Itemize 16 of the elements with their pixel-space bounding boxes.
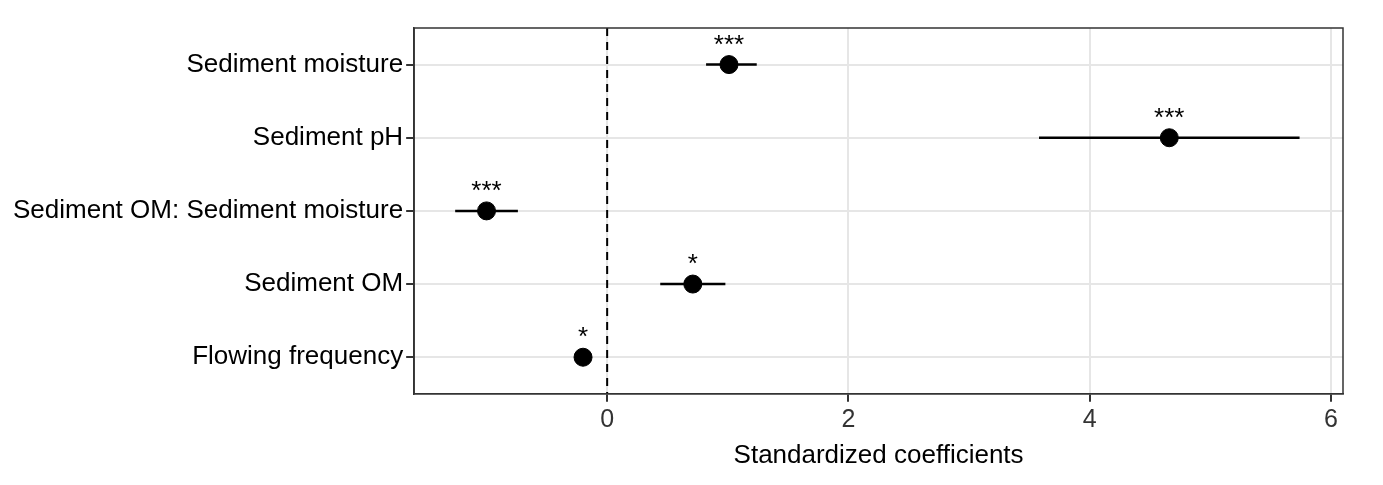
y-tick-label: Sediment OM: Sediment moisture xyxy=(13,194,404,225)
annotation: *** xyxy=(1154,101,1185,132)
x-tick-label: 0 xyxy=(600,403,615,432)
x-tick-label: 6 xyxy=(1323,403,1338,432)
point xyxy=(573,347,593,367)
annotation: * xyxy=(577,321,589,352)
x-axis-title: Standardized coefficients xyxy=(733,438,1024,469)
annotation: *** xyxy=(713,28,745,59)
x-tick-label: 4 xyxy=(1082,403,1097,432)
y-tick-label: Flowing frequency xyxy=(192,340,404,371)
x-tick-label: 2 xyxy=(841,403,856,432)
y-tick-label: Sediment moisture xyxy=(186,47,404,78)
annotation: *** xyxy=(471,174,502,205)
y-tick-label: Sediment OM xyxy=(244,267,404,298)
y-tick-label: Sediment pH xyxy=(252,120,404,151)
annotation: * xyxy=(687,248,698,279)
